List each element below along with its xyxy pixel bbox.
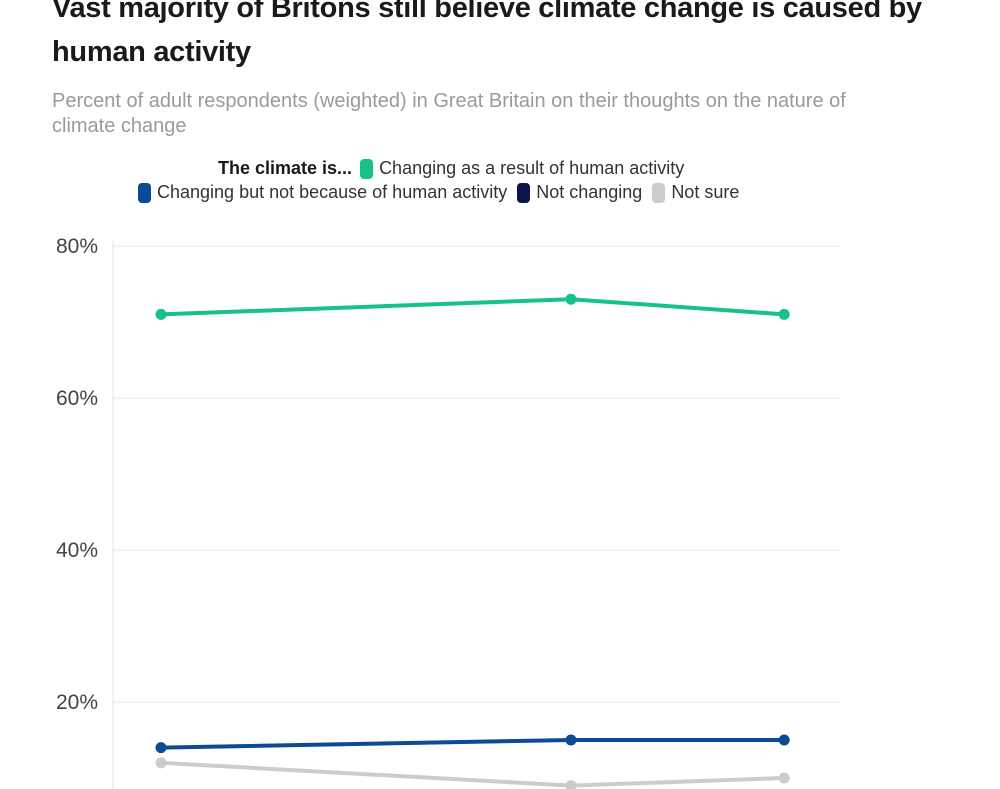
series-0: [155, 293, 790, 320]
legend-item-not-human-activity[interactable]: Changing but not because of human activi…: [138, 182, 507, 203]
y-tick-label-40: 40%: [56, 539, 98, 562]
series-3: [155, 757, 790, 789]
legend-label-not-sure: Not sure: [671, 182, 740, 202]
data-point-3-2[interactable]: [778, 772, 790, 784]
series-line-0: [159, 297, 787, 317]
y-tick-label-60: 60%: [56, 387, 98, 410]
legend-swatch-not-sure: [652, 182, 666, 203]
data-point-0-2[interactable]: [778, 308, 790, 320]
chart-title: Vast majority of Britons still believe c…: [52, 0, 922, 68]
legend-label-not-human-activity: Changing but not because of human activi…: [157, 182, 508, 202]
legend-item-not-sure[interactable]: Not sure: [652, 182, 739, 203]
legend-label-human-activity: Changing as a result of human activity: [379, 158, 685, 178]
y-tick-label-80: 80%: [56, 235, 98, 258]
data-point-1-1[interactable]: [565, 734, 577, 746]
data-point-3-0[interactable]: [155, 757, 167, 769]
legend-heading: The climate is...: [218, 158, 353, 178]
legend-label-not-changing: Not changing: [536, 182, 643, 202]
y-tick-label-20: 20%: [56, 691, 98, 714]
data-point-0-0[interactable]: [155, 308, 167, 320]
y-axis-ticks: 20% 40% 60% 80%: [56, 235, 98, 714]
legend-row-2: Changing but not because of human activi…: [138, 182, 749, 203]
series-line-1: [159, 738, 787, 750]
legend-item-not-changing[interactable]: Not changing: [517, 182, 642, 203]
legend-swatch-not-human-activity: [138, 182, 151, 203]
series-1: [155, 734, 790, 754]
data-point-1-2[interactable]: [778, 734, 790, 746]
chart-subtitle: Percent of adult respondents (weighted) …: [52, 90, 846, 137]
legend-row-1: The climate is... Changing as a result o…: [218, 158, 694, 179]
data-point-1-0[interactable]: [155, 742, 167, 754]
gridlines: [113, 245, 840, 703]
data-point-3-1[interactable]: [565, 780, 577, 789]
legend-item-human-activity[interactable]: Changing as a result of human activity: [360, 158, 684, 179]
series-lines: [155, 293, 790, 789]
series-line-3: [159, 760, 787, 788]
legend-swatch-not-changing: [517, 182, 531, 203]
data-point-0-1[interactable]: [565, 293, 577, 305]
legend-swatch-human-activity: [360, 158, 374, 179]
